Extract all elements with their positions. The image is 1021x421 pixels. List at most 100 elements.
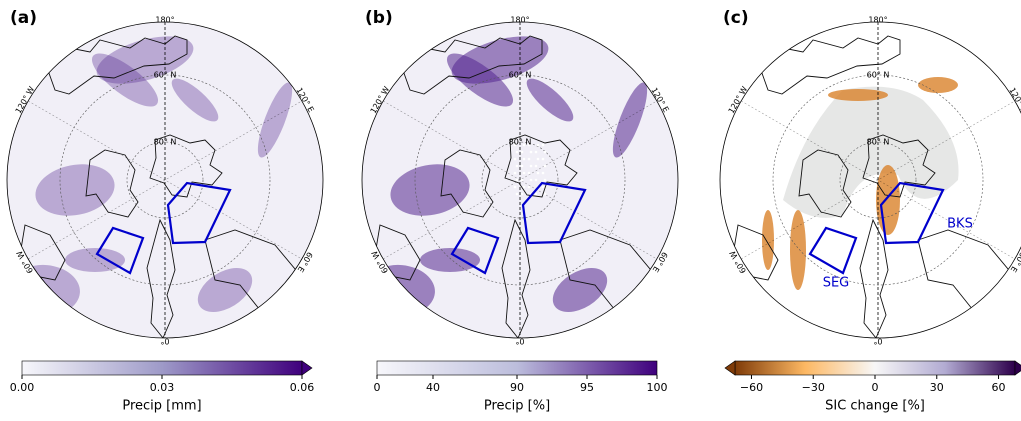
map-border bbox=[719, 21, 1021, 339]
colorbar-tick-label: 90 bbox=[510, 381, 524, 394]
precip-blob bbox=[171, 78, 219, 122]
colorbar-tick-label: 0.06 bbox=[290, 381, 315, 394]
map-border bbox=[361, 21, 679, 339]
significance-dot bbox=[536, 157, 540, 161]
precip-blob bbox=[552, 267, 608, 313]
significance-dot bbox=[522, 171, 526, 175]
map-label: 180° bbox=[510, 16, 529, 25]
significance-dot bbox=[543, 164, 547, 168]
significance-dot bbox=[520, 164, 524, 168]
panel-label: (a) bbox=[10, 8, 37, 28]
map bbox=[7, 22, 323, 338]
significance-dot bbox=[529, 150, 533, 154]
colorbar-tick-label: 0 bbox=[374, 381, 381, 394]
significance-dot bbox=[520, 178, 524, 182]
significance-dot bbox=[513, 157, 517, 161]
significance-dot bbox=[527, 171, 531, 175]
panel-label: (b) bbox=[365, 8, 393, 28]
map-label: 80° N bbox=[509, 138, 532, 147]
precip-blob bbox=[65, 248, 125, 272]
panel: (c) 180°0°120° W 120° E60° W 60° E60° N80° … bbox=[719, 8, 1021, 414]
precip-blob bbox=[91, 53, 159, 107]
region-box bbox=[808, 226, 858, 275]
colorbar-label: SIC change [%] bbox=[825, 399, 925, 414]
sic-change bbox=[790, 210, 806, 290]
significance-dot bbox=[522, 185, 526, 189]
map-border bbox=[6, 21, 324, 339]
panel: (b) 180°0°120° W 120° E60° W 60° E60° N80° … bbox=[361, 8, 679, 414]
significance-dot bbox=[541, 171, 545, 175]
meridian bbox=[383, 100, 657, 260]
map-label: 0° bbox=[160, 337, 169, 346]
precip-blob bbox=[35, 164, 115, 216]
precip-blob bbox=[257, 82, 293, 158]
colorbar-label: Precip [mm] bbox=[122, 399, 201, 414]
precip-blob bbox=[451, 36, 549, 84]
significance-dot bbox=[529, 178, 533, 182]
significance-dot bbox=[543, 178, 547, 182]
meridian bbox=[28, 100, 302, 260]
map-label: 60° N bbox=[154, 71, 177, 80]
significance-dot bbox=[534, 150, 538, 154]
significance-dot bbox=[520, 192, 524, 196]
panel-label: (c) bbox=[723, 8, 749, 28]
map-label: 80° N bbox=[154, 138, 177, 147]
significance-dot bbox=[515, 164, 519, 168]
latitude bbox=[839, 141, 917, 219]
colorbar bbox=[376, 360, 658, 376]
significance-dot bbox=[534, 192, 538, 196]
colorbar-tick-label: 0 bbox=[872, 381, 879, 394]
significance-dot bbox=[541, 185, 545, 189]
significance-dot bbox=[536, 143, 540, 147]
latitude bbox=[772, 74, 984, 286]
colorbar-extend bbox=[724, 360, 736, 376]
latitude bbox=[481, 141, 559, 219]
significance-dot bbox=[543, 150, 547, 154]
significance-dot bbox=[515, 192, 519, 196]
significance-dot bbox=[534, 164, 538, 168]
map-label: 60° N bbox=[509, 71, 532, 80]
colorbar bbox=[21, 360, 303, 376]
colorbar-tick-label: 100 bbox=[647, 381, 668, 394]
colorbar-extend bbox=[1014, 360, 1021, 376]
region-box bbox=[95, 226, 145, 275]
colorbar-tick-label: 60 bbox=[992, 381, 1006, 394]
latitude bbox=[414, 74, 626, 286]
sic-change bbox=[876, 165, 900, 235]
colorbar-label: Precip [%] bbox=[484, 399, 550, 414]
precip-blob bbox=[197, 267, 253, 313]
region-box bbox=[166, 181, 232, 245]
significance-dot bbox=[515, 178, 519, 182]
region-box bbox=[521, 181, 587, 245]
significance-dot bbox=[513, 143, 517, 147]
map bbox=[362, 22, 678, 338]
map-label: 80° N bbox=[867, 138, 890, 147]
map-label: 180° bbox=[868, 16, 887, 25]
significance-dot bbox=[527, 185, 531, 189]
map-label: 0° bbox=[515, 337, 524, 346]
significance-dot bbox=[541, 143, 545, 147]
significance-dot bbox=[515, 150, 519, 154]
coastline bbox=[19, 35, 301, 338]
sic-change bbox=[762, 210, 774, 270]
significance-dot bbox=[527, 157, 531, 161]
precip-blob bbox=[526, 78, 574, 122]
colorbar-tick-label: 95 bbox=[580, 381, 594, 394]
map bbox=[720, 22, 1021, 338]
map-label: 0° bbox=[873, 337, 882, 346]
region-label: BKS bbox=[947, 217, 973, 232]
colorbar-tick-label: 0.03 bbox=[150, 381, 175, 394]
significance-dot bbox=[534, 178, 538, 182]
latitude bbox=[59, 74, 271, 286]
precip-blob bbox=[420, 248, 480, 272]
colorbar-tick-label: −60 bbox=[740, 381, 763, 394]
colorbar-tick-label: −30 bbox=[802, 381, 825, 394]
significance-dot bbox=[543, 192, 547, 196]
colorbar-tick-label: 0.00 bbox=[10, 381, 35, 394]
colorbar-tick-label: 30 bbox=[930, 381, 944, 394]
precip-blob bbox=[96, 36, 194, 84]
region-box bbox=[879, 181, 945, 245]
latitude bbox=[126, 141, 204, 219]
significance-dot bbox=[536, 171, 540, 175]
